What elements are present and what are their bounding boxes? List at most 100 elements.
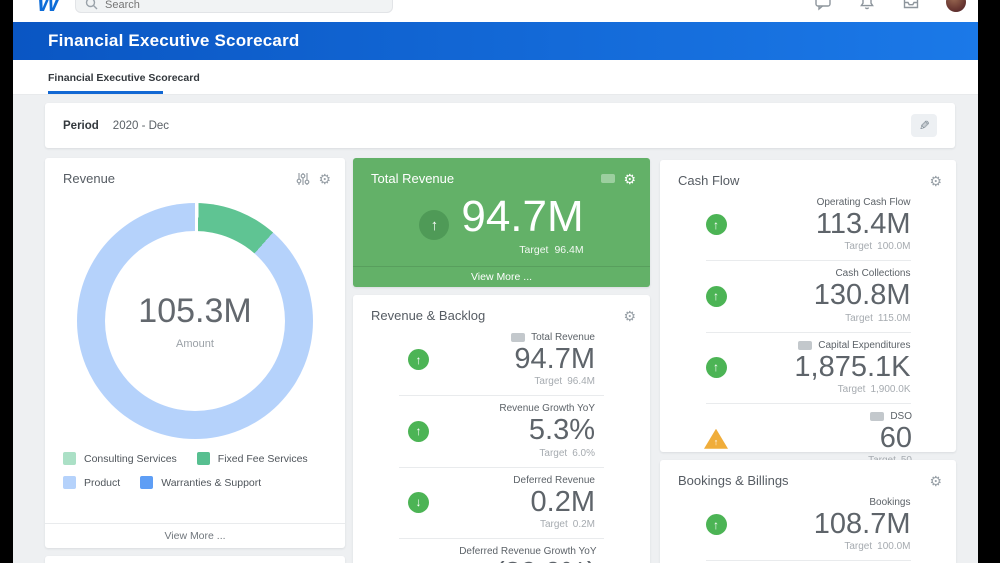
search-icon <box>85 0 98 9</box>
kpi-label: Revenue Growth YoY <box>499 403 595 415</box>
legend-item[interactable]: Fixed Fee Services <box>196 452 308 465</box>
workday-logo[interactable]: W <box>37 0 60 17</box>
top-bar-icons <box>814 0 966 12</box>
inbox-icon[interactable] <box>902 0 920 11</box>
tab-bar: Financial Executive Scorecard <box>13 60 978 95</box>
donut-legend: Consulting Services Fixed Fee Services P… <box>45 439 345 489</box>
chat-icon[interactable] <box>814 0 832 11</box>
gear-icon[interactable]: ⚙ <box>929 172 942 189</box>
kpi-target: Target 6.0% <box>539 447 595 459</box>
legend-swatch <box>63 476 76 489</box>
card-title: Bookings & Billings <box>678 473 789 488</box>
top-bar: W <box>13 0 978 22</box>
bookings-billings-card: Bookings & Billings ⚙ Bookings 108.7M Ta… <box>660 460 956 563</box>
kpi-label: Deferred Revenue Growth YoY <box>459 546 597 558</box>
comment-icon[interactable] <box>601 174 616 183</box>
trend-indicator-icon <box>408 491 429 513</box>
trend-indicator-icon <box>705 285 727 307</box>
kpi-target: Target 100.0M <box>844 541 911 553</box>
trend-indicator-icon <box>408 349 429 371</box>
period-value: 2020 - Dec <box>112 119 170 132</box>
global-search-bar[interactable] <box>75 0 393 13</box>
kpi-value: 0.2M <box>530 485 595 518</box>
legend-label: Product <box>84 476 121 489</box>
kpi-row-capital-expenditures: Capital Expenditures 1,875.1K Target1,90… <box>705 333 911 403</box>
donut-center-value: 105.3M <box>138 292 252 330</box>
revenue-donut-chart[interactable]: 105.3M Amount <box>77 203 313 439</box>
page-title: Financial Executive Scorecard <box>48 31 300 50</box>
gear-icon[interactable]: ⚙ <box>929 472 942 489</box>
kpi-value: 130.8M <box>813 279 911 312</box>
card-title: Total Revenue <box>371 171 455 186</box>
kpi-label: Cash Collections <box>835 268 911 280</box>
trend-up-icon <box>419 210 450 240</box>
kpi-label: Total Revenue <box>531 332 595 343</box>
kpi-target: Target 100.0M <box>844 241 911 253</box>
donut-center-label: Amount <box>176 338 214 350</box>
kpi-value: 94.7M <box>461 191 584 241</box>
donut-center: 105.3M Amount <box>105 231 285 411</box>
warning-indicator-icon <box>704 428 728 449</box>
trend-indicator-icon <box>408 420 429 442</box>
legend-item[interactable]: Product <box>63 476 120 489</box>
kpi-target: Target 96.4M <box>519 243 584 256</box>
card-title: Cash Flow <box>678 173 740 188</box>
gear-icon[interactable]: ⚙ <box>623 170 636 187</box>
comment-icon[interactable] <box>511 333 526 342</box>
comment-icon[interactable] <box>798 340 813 350</box>
legend-label: Warranties & Support <box>161 476 262 489</box>
gear-icon[interactable]: ⚙ <box>318 170 331 187</box>
trend-indicator-icon <box>705 356 727 378</box>
legend-item[interactable]: Consulting Services <box>63 452 177 465</box>
trend-indicator-icon <box>705 514 727 536</box>
legend-label: Consulting Services <box>84 452 177 465</box>
pencil-icon: ✎ <box>918 117 930 133</box>
kpi-value: (39.0%) <box>495 557 597 563</box>
kpi-target: Target 0.2M <box>539 519 595 531</box>
revenue-backlog-card: Revenue & Backlog ⚙ Total Revenue 94.7M … <box>353 295 650 563</box>
period-filter-bar: Period 2020 - Dec ✎ <box>45 103 955 148</box>
kpi-label: Bookings <box>869 497 911 508</box>
kpi-value: 60 <box>879 422 912 455</box>
row-divider <box>399 395 604 397</box>
active-tab-indicator <box>48 91 163 94</box>
view-more-link[interactable]: View More ... <box>45 523 345 548</box>
view-more-link[interactable]: View More ... <box>353 266 650 287</box>
user-avatar[interactable] <box>946 0 966 12</box>
kpi-target: Target 96.4M <box>534 376 595 388</box>
kpi-label: Deferred Revenue <box>513 474 595 486</box>
row-divider <box>705 331 911 333</box>
comment-icon[interactable] <box>870 412 885 422</box>
kpi-value: 113.4M <box>815 208 911 240</box>
legend-label: Fixed Fee Services <box>217 452 308 465</box>
legend-swatch <box>196 452 210 465</box>
row-divider <box>399 538 604 540</box>
filter-sliders-icon[interactable] <box>296 172 310 186</box>
dashboard-content: Period 2020 - Dec ✎ Revenue <box>13 95 978 563</box>
search-input[interactable] <box>98 0 383 11</box>
page-header-banner: Financial Executive Scorecard <box>13 22 978 60</box>
card-title: Revenue & Backlog <box>371 308 486 323</box>
edit-period-button[interactable]: ✎ <box>911 114 937 137</box>
legend-item[interactable]: Warranties & Support <box>140 476 261 489</box>
kpi-label: Operating Cash Flow <box>816 197 911 208</box>
legend-swatch <box>140 476 154 489</box>
row-divider <box>705 560 911 562</box>
row-divider <box>399 466 604 468</box>
card-title: Revenue <box>63 171 116 186</box>
tab-financial-executive-scorecard[interactable]: Financial Executive Scorecard <box>48 72 200 84</box>
notifications-bell-icon[interactable] <box>858 0 876 11</box>
kpi-value: 108.7M <box>813 508 911 540</box>
kpi-label: Capital Expenditures <box>818 339 911 351</box>
row-divider <box>705 260 911 262</box>
gear-icon[interactable]: ⚙ <box>623 307 636 324</box>
